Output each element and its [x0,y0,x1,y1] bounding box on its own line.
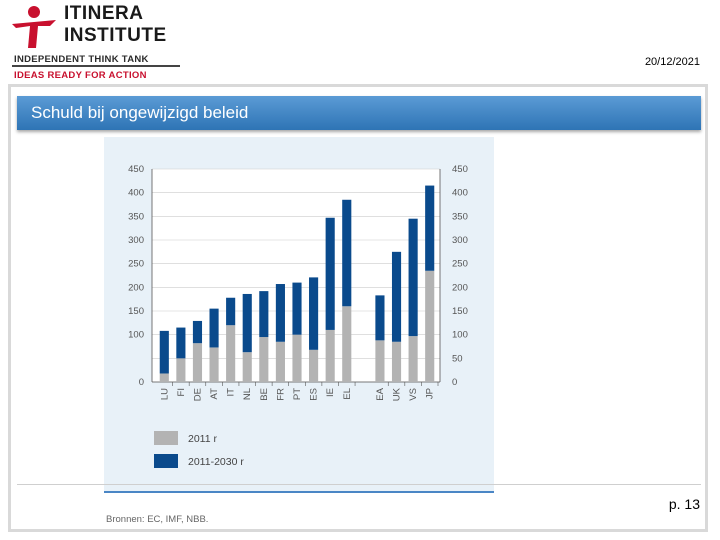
x-tick-label: VS [408,388,419,401]
bar-2011 [275,341,285,382]
x-tick-label: NL [242,388,253,400]
bar-2011-2030 [292,282,302,335]
y-tick-label-right: 400 [452,188,468,199]
y-tick-label-right: 100 [452,330,468,341]
y-tick-label-right: 250 [452,259,468,270]
x-tick-label: LU [159,388,170,400]
slide-title: Schuld bij ongewijzigd beleid [31,103,249,122]
bar-2011-2030 [159,330,169,374]
y-tick-label-right: 200 [452,282,468,293]
bar-2011-2030 [375,295,385,341]
x-tick-label: JP [425,388,436,399]
x-tick-label: AT [209,388,220,400]
page-number: p. 13 [668,496,700,512]
logo-tagline-ideas: IDEAS READY FOR ACTION [14,70,147,81]
y-tick-label-right: 350 [452,211,468,222]
bar-2011 [391,341,402,382]
slide-date: 20/12/2021 [644,56,700,68]
bar-2011 [176,358,186,382]
legend-swatch [154,431,178,445]
logo-name-line2: INSTITUTE [64,25,167,46]
y-tick-label-left: 350 [128,211,144,222]
bar-2011-2030 [325,217,335,330]
bar-2011 [425,270,435,382]
x-tick-label: IT [226,388,237,397]
y-tick-label-right: 0 [452,377,457,388]
y-tick-label-right: 50 [452,353,463,364]
x-tick-label: EL [342,388,353,400]
y-tick-label-left: 200 [128,282,144,293]
x-tick-label: BE [259,388,270,401]
bar-2011-2030 [391,251,402,342]
bar-2011-2030 [176,327,186,359]
x-tick-label: FR [275,388,286,401]
bar-2011-2030 [275,284,285,342]
debt-chart: 0 100 150 200 250 300 350 400 450 0 50 100 150 200 250… [104,137,494,527]
bar-2011-2030 [192,320,203,344]
x-tick-label: PT [292,388,303,400]
bar-2011 [309,349,319,382]
bar-2011 [325,329,335,382]
bar-2011-2030 [209,308,219,348]
y-tick-label-left: 250 [128,259,144,270]
y-tick-label-left: 0 [139,377,144,388]
y-tick-label-right: 150 [452,306,468,317]
bar-2011 [292,334,302,382]
legend-label: 2011-2030 r [188,456,244,468]
bar-2011-2030 [226,297,236,326]
bar-2011 [226,325,236,382]
bar-2011 [209,347,219,382]
y-tick-label-right: 450 [452,164,468,175]
x-tick-label: IE [325,388,336,397]
y-tick-label-left: 300 [128,235,144,246]
y-tick-label-left: 100 [128,330,144,341]
bar-2011 [242,352,252,382]
bar-2011-2030 [259,291,269,338]
x-tick-label: EA [375,387,386,400]
logo-tagline-think-tank: INDEPENDENT THINK TANK [14,54,149,65]
itinera-emblem-icon [12,6,56,48]
logo-name-line1: ITINERA [64,3,144,24]
y-tick-label-right: 300 [452,235,468,246]
bar-2011-2030 [342,199,352,307]
x-tick-label: ES [309,388,320,401]
bar-2011 [342,306,352,382]
legend-label: 2011 r [188,433,217,445]
stacked-bar-chart: 0 100 150 200 250 300 350 400 450 0 50 100 150 200 250… [104,137,494,493]
y-tick-label-left: 450 [128,164,144,175]
bar-2011 [375,340,385,382]
footer-divider [17,484,701,485]
bar-2011-2030 [242,293,252,353]
x-tick-label: FI [176,388,187,396]
chart-bottom-border [104,491,494,493]
title-bar: Schuld bij ongewijzigd beleid [17,96,701,130]
slide-frame [8,84,708,532]
bar-2011 [259,337,269,382]
bar-2011-2030 [425,185,435,271]
legend-swatch [154,454,178,468]
bar-2011 [408,336,418,382]
bar-2011-2030 [408,218,418,337]
logo-divider [12,65,180,67]
itinera-logo: ITINERA INSTITUTE INDEPENDENT THINK TANK… [10,4,180,82]
bar-2011 [192,343,203,382]
bar-2011-2030 [309,277,319,350]
y-tick-label-left: 150 [128,306,144,317]
chart-source: Bronnen: EC, IMF, NBB. [106,514,209,525]
x-tick-label: DE [192,388,203,401]
x-tick-label: UK [392,387,403,401]
bar-2011 [159,373,169,382]
y-tick-label-left: 400 [128,188,144,199]
